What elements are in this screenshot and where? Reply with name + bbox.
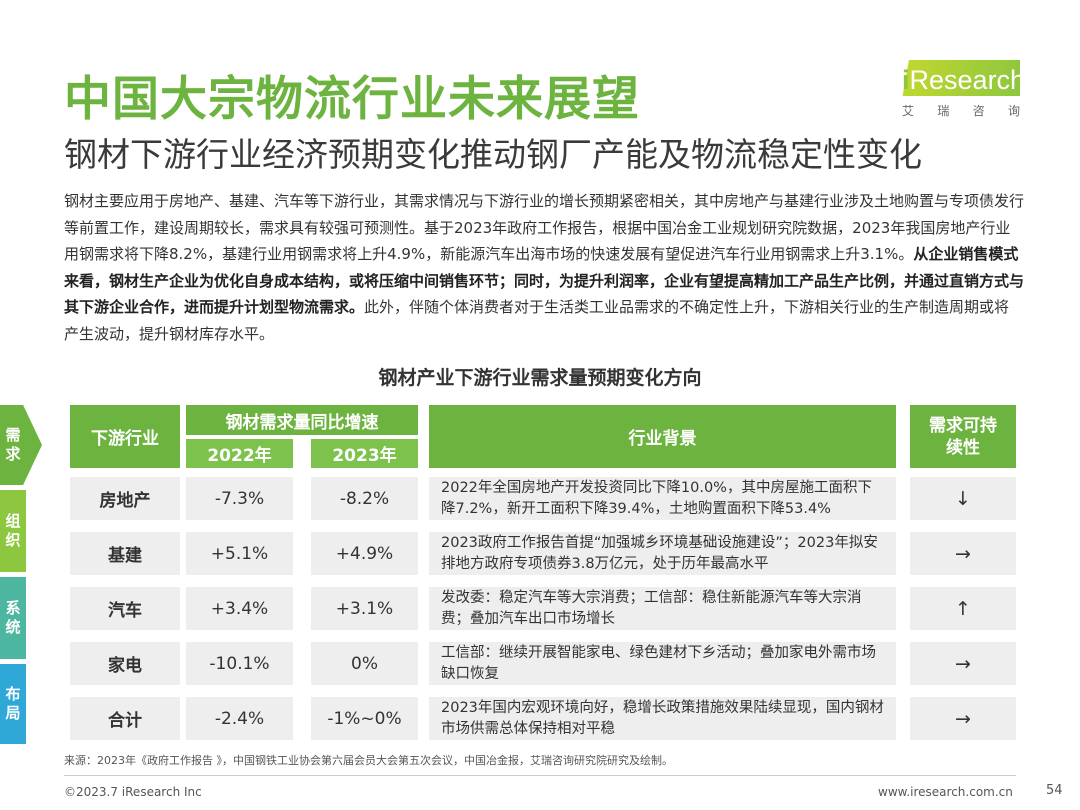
- row-industry: 汽车: [70, 587, 180, 630]
- side-tab-char: 组: [5, 512, 21, 530]
- row-industry: 房地产: [70, 477, 180, 520]
- header-2022: 2022年: [186, 439, 293, 468]
- row-trend-up-icon: ↑: [910, 587, 1016, 630]
- logo-cn-char: 艾: [902, 104, 915, 118]
- row-trend-down-icon: ↓: [910, 477, 1016, 520]
- row-industry: 基建: [70, 532, 180, 575]
- intro-paragraph: 钢材主要应用于房地产、基建、汽车等下游行业，其需求情况与下游行业的增长预期紧密相…: [64, 188, 1024, 347]
- header-sustainability-text: 需求可持续性: [929, 415, 997, 458]
- row-value-2023: +3.1%: [311, 587, 418, 630]
- intro-text-bold: 从企业销售模式来看，钢材生产企业为优化自身成本结构，或将压缩中间销售环节；同时，…: [64, 245, 1025, 316]
- row-industry: 合计: [70, 697, 180, 740]
- logo-research: Research: [909, 65, 1026, 95]
- table-title: 钢材产业下游行业需求量预期变化方向: [378, 367, 702, 389]
- header-background: 行业背景: [429, 405, 896, 468]
- side-tab-char: 系: [5, 599, 21, 617]
- side-tab-char: 局: [5, 704, 21, 722]
- row-background: 2023政府工作报告首提“加强城乡环境基础设施建设”；2023年拟安排地方政府专…: [429, 532, 896, 575]
- logo-cn-char: 瑞: [937, 104, 950, 118]
- page-number: 54: [1046, 783, 1063, 798]
- row-background: 2023年国内宏观环境向好，稳增长政策措施效果陆续显现，国内钢材市场供需总体保持…: [429, 697, 896, 740]
- header-2023: 2023年: [311, 439, 418, 468]
- footer-divider: [64, 775, 1016, 776]
- row-value-2022: -7.3%: [186, 477, 293, 520]
- row-trend-right-icon: →: [910, 697, 1016, 740]
- header-growth: 钢材需求量同比增速: [186, 405, 418, 435]
- side-tab-organization[interactable]: 组织: [0, 490, 26, 572]
- side-tab-system[interactable]: 系统: [0, 577, 26, 659]
- row-background: 2022年全国房地产开发投资同比下降10.0%，其中房屋施工面积下降7.2%，新…: [429, 477, 896, 520]
- side-tab-layout[interactable]: 布局: [0, 664, 26, 744]
- copyright: ©2023.7 iResearch Inc: [64, 785, 202, 799]
- header-sustainability: 需求可持续性: [910, 405, 1016, 468]
- logo-banner: iResearch: [898, 60, 1020, 96]
- intro-text-1: 钢材主要应用于房地产、基建、汽车等下游行业，其需求情况与下游行业的增长预期紧密相…: [64, 192, 1025, 263]
- iresearch-logo: iResearch 艾 瑞 咨 询: [890, 56, 1025, 126]
- website-link[interactable]: www.iresearch.com.cn: [878, 785, 1013, 799]
- side-tab-char: 布: [5, 685, 21, 703]
- row-value-2022: +3.4%: [186, 587, 293, 630]
- row-value-2022: +5.1%: [186, 532, 293, 575]
- side-tab-char: 求: [5, 445, 21, 463]
- row-value-2022: -10.1%: [186, 642, 293, 685]
- side-tab-char: 织: [5, 531, 21, 549]
- row-trend-right-icon: →: [910, 532, 1016, 575]
- page-subtitle: 钢材下游行业经济预期变化推动钢厂产能及物流稳定性变化: [64, 135, 922, 174]
- page-title: 中国大宗物流行业未来展望: [64, 72, 640, 127]
- row-value-2023: 0%: [311, 642, 418, 685]
- side-tab-char: 需: [5, 426, 21, 444]
- source-note: 来源：2023年《政府工作报告 》，中国钢铁工业协会第六届会员大会第五次会议，中…: [64, 754, 673, 767]
- row-background: 工信部：继续开展智能家电、绿色建材下乡活动；叠加家电外需市场缺口恢复: [429, 642, 896, 685]
- logo-cn-char: 询: [1007, 104, 1020, 118]
- logo-i: i: [902, 65, 910, 95]
- row-industry: 家电: [70, 642, 180, 685]
- row-background: 发改委：稳定汽车等大宗消费；工信部：稳住新能源汽车等大宗消费；叠加汽车出口市场增…: [429, 587, 896, 630]
- logo-text: iResearch: [902, 65, 1026, 96]
- logo-cn-char: 咨: [972, 104, 985, 118]
- row-value-2023: -8.2%: [311, 477, 418, 520]
- header-industry: 下游行业: [70, 405, 180, 468]
- logo-cn: 艾 瑞 咨 询: [902, 102, 1020, 119]
- row-value-2023: -1%~0%: [311, 697, 418, 740]
- side-tab-char: 统: [5, 618, 21, 636]
- row-trend-right-icon: →: [910, 642, 1016, 685]
- intro-text-3: 此外，伴随个体消费者对于生活类工业品需求的不确定性上升，下游相关行业的生产制造周…: [64, 298, 1010, 343]
- row-value-2022: -2.4%: [186, 697, 293, 740]
- side-tab-demand[interactable]: 需求: [0, 405, 42, 485]
- row-value-2023: +4.9%: [311, 532, 418, 575]
